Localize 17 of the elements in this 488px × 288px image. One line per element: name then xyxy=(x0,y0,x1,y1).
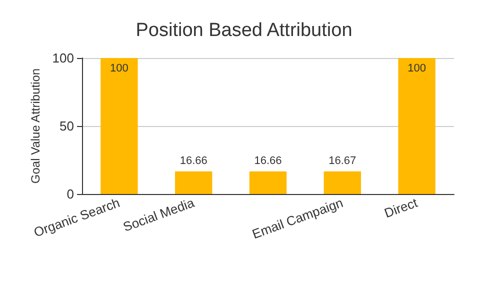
y-tick-label: 100 xyxy=(52,50,74,66)
bar xyxy=(100,58,138,194)
y-axis-title: Goal Value Attribution xyxy=(28,68,42,184)
x-tick-label: Direct xyxy=(382,194,420,221)
y-tick-label: 50 xyxy=(60,118,74,134)
data-label: 100 xyxy=(408,62,426,74)
data-label: 16.66 xyxy=(254,154,282,167)
data-label: 16.66 xyxy=(180,154,208,167)
bar xyxy=(324,171,361,194)
bar xyxy=(175,171,212,194)
bar xyxy=(249,171,287,194)
y-tick-label: 0 xyxy=(66,186,74,202)
chart-title: Position Based Attribution xyxy=(136,20,352,41)
bar xyxy=(398,58,436,194)
x-tick-label: Social Media xyxy=(121,194,197,234)
data-label: 16.67 xyxy=(328,154,356,167)
data-label: 100 xyxy=(110,62,128,74)
